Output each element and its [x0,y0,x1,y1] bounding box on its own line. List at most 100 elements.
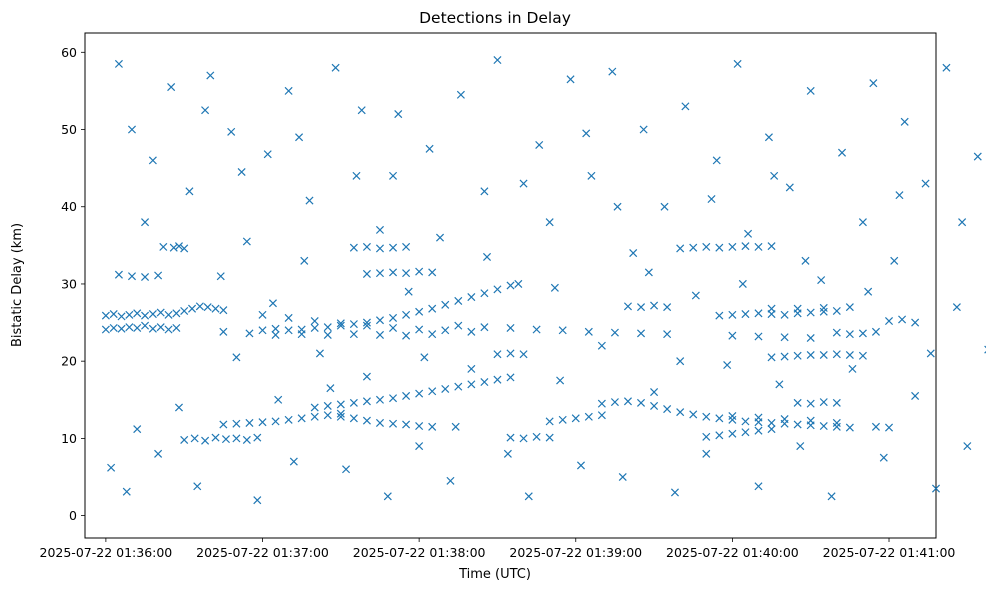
detection-point [125,323,134,332]
detection-point [723,361,732,370]
detection-point [832,418,841,427]
detection-point [268,299,277,308]
detection-point [336,319,345,328]
x-tick-label: 2025-07-22 01:38:00 [353,545,486,560]
detection-point [232,434,241,443]
detection-point [864,287,873,296]
detection-point [845,423,854,432]
detection-point [911,318,920,327]
detection-point [415,442,424,451]
detection-point [467,380,476,389]
detection-point [109,323,118,332]
detection-point [806,86,815,95]
detection-point [754,413,763,422]
detection-point [707,194,716,204]
detection-point [493,56,502,65]
detection-point [336,400,345,409]
detection-point [441,326,450,335]
detection-point [428,268,437,277]
detection-point [663,330,672,339]
detection-point [623,302,632,311]
detection-point [819,422,828,431]
detection-point [676,357,685,366]
detection-point [258,310,267,319]
detection-point [858,329,867,338]
detection-point [827,492,836,501]
detection-point [389,268,398,277]
detection-point [415,307,424,316]
detection-point [284,86,293,95]
detection-point [203,303,212,312]
detection-point [415,325,424,334]
detection-point [441,384,450,393]
detection-point [122,487,131,496]
detection-point [284,415,293,424]
detection-point [133,323,142,332]
detection-point [172,309,181,318]
detection-point [712,156,721,165]
detection-point [650,401,659,410]
detection-point [780,310,789,319]
detection-point [180,435,189,444]
detection-point [838,148,847,157]
detection-point [689,243,698,252]
detection-point [336,321,345,330]
detection-point [300,256,309,265]
detection-point [402,391,411,400]
detection-point [691,291,700,300]
detection-point [375,395,385,404]
detection-point [441,300,450,309]
detection-point [362,269,371,278]
detection-point [566,75,575,84]
detection-point [221,435,230,444]
detection-point [817,276,826,285]
detection-point [506,433,515,442]
detection-point [715,311,724,320]
detection-point [775,380,784,389]
detection-point [310,316,319,326]
detection-point [389,419,398,428]
detection-point [428,387,437,396]
detection-point [237,167,246,177]
detection-point [767,353,776,362]
detection-point [741,310,750,319]
detection-point [394,110,403,119]
detection-point [263,150,272,159]
detection-point [284,326,293,335]
detection-point [845,350,854,360]
detection-point [618,472,627,482]
detection-point [415,267,424,276]
detection-point [506,281,515,290]
detection-point [159,242,168,251]
detection-point [174,242,183,251]
detection-point [349,414,358,423]
x-tick-label: 2025-07-22 01:40:00 [666,545,799,560]
detection-point [636,398,646,407]
detection-point [741,417,750,426]
detection-point [323,330,332,339]
detection-point [728,415,737,424]
detection-point [420,353,429,362]
detection-point [545,417,554,426]
detection-point [107,463,116,472]
detection-point [456,90,465,99]
detection-point [623,397,632,406]
detection-point [597,399,606,408]
detection-point [689,410,698,419]
detection-point [310,412,319,421]
detection-point [660,202,669,211]
detection-point [741,428,750,437]
detection-point [211,304,220,313]
detection-point [670,488,679,497]
detection-point [242,435,251,444]
detection-point [676,244,685,253]
detection-point [336,412,345,421]
detection-point [754,332,763,341]
detection-point [608,67,617,76]
x-tick-label: 2025-07-22 01:36:00 [40,545,173,560]
detection-point [869,79,878,88]
detection-point [793,398,802,407]
detection-point [629,249,638,258]
detection-point [728,242,737,251]
detection-point [362,318,371,327]
